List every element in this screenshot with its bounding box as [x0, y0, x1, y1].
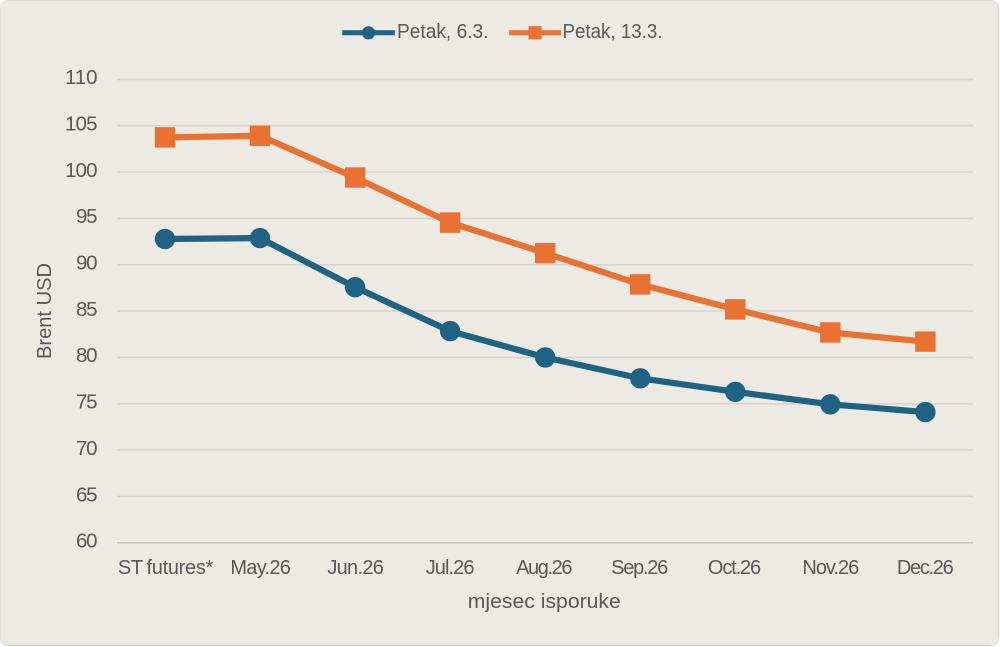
- svg-text:Jul.26: Jul.26: [426, 557, 475, 579]
- svg-text:80: 80: [76, 344, 98, 367]
- svg-text:Sep.26: Sep.26: [611, 557, 668, 579]
- svg-text:mjesec isporuke: mjesec isporuke: [468, 590, 621, 613]
- svg-text:Jun.26: Jun.26: [327, 557, 384, 579]
- svg-text:Nov.26: Nov.26: [802, 557, 859, 579]
- svg-text:75: 75: [76, 391, 98, 414]
- svg-text:Petak, 13.3.: Petak, 13.3.: [563, 21, 663, 43]
- svg-text:95: 95: [76, 205, 98, 228]
- svg-text:70: 70: [76, 437, 98, 460]
- svg-text:85: 85: [76, 298, 98, 321]
- svg-text:Dec.26: Dec.26: [897, 557, 954, 579]
- svg-text:100: 100: [65, 159, 98, 182]
- svg-text:105: 105: [65, 113, 98, 136]
- svg-text:May.26: May.26: [230, 557, 291, 579]
- svg-text:65: 65: [76, 483, 98, 506]
- svg-text:ST futures*: ST futures*: [118, 557, 214, 579]
- svg-text:60: 60: [76, 530, 98, 553]
- svg-text:Brent USD: Brent USD: [33, 263, 56, 359]
- svg-text:Aug.26: Aug.26: [516, 557, 572, 579]
- svg-text:Oct.26: Oct.26: [708, 557, 761, 579]
- svg-text:110: 110: [65, 66, 98, 89]
- svg-text:Petak, 6.3.: Petak, 6.3.: [397, 21, 489, 43]
- svg-text:90: 90: [76, 252, 98, 275]
